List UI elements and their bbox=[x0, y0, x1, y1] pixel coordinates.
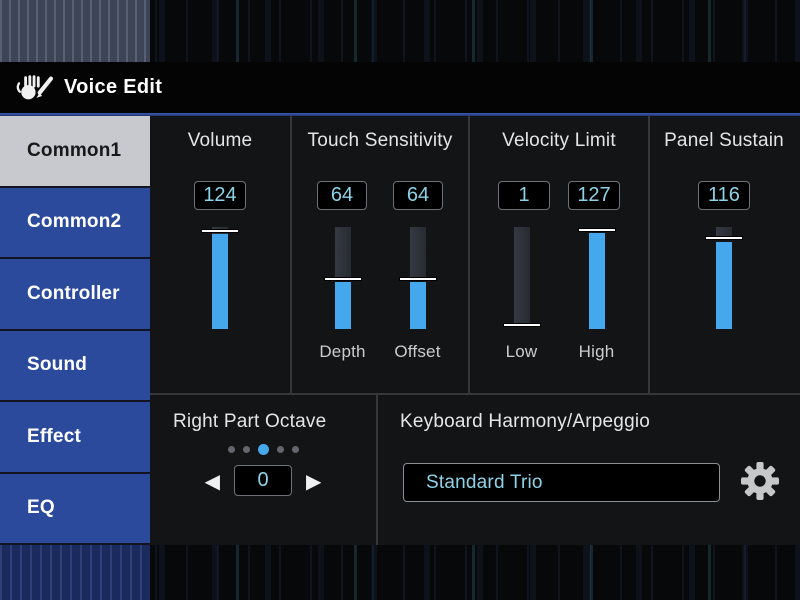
slider-fill bbox=[716, 242, 732, 329]
velocity-low-value-box[interactable]: 1 bbox=[498, 181, 550, 210]
slider-handle bbox=[323, 277, 362, 281]
sidebar-tabs: Common1 Common2 Controller Sound Effect … bbox=[0, 116, 150, 545]
page-dot bbox=[276, 446, 284, 453]
harmony-select[interactable]: Standard Trio bbox=[403, 463, 720, 502]
voice-edit-icon bbox=[14, 72, 56, 104]
header-accent-line bbox=[0, 113, 800, 116]
slider-fill bbox=[409, 282, 426, 329]
harmony-controls: Standard Trio bbox=[403, 462, 800, 503]
panel-sustain-label: Panel Sustain bbox=[664, 130, 784, 151]
octave-increment-button[interactable]: ▶ bbox=[306, 468, 322, 493]
tab-common1[interactable]: Common1 bbox=[0, 116, 150, 188]
background-bottom-left-block bbox=[0, 545, 150, 600]
velocity-limit-label: Velocity Limit bbox=[502, 130, 616, 151]
slider-handle bbox=[705, 236, 743, 240]
harmony-section: Keyboard Harmony/Arpeggio Standard Trio bbox=[378, 395, 800, 545]
tab-controller[interactable]: Controller bbox=[0, 259, 150, 331]
velocity-low-label: Low bbox=[505, 342, 538, 361]
slider-track bbox=[409, 227, 426, 280]
panel-sustain-slider[interactable] bbox=[704, 227, 744, 329]
touch-depth-slider[interactable] bbox=[323, 227, 363, 329]
touch-sensitivity-label: Touch Sensitivity bbox=[307, 130, 453, 151]
panel-sustain-value-box[interactable]: 116 bbox=[698, 181, 750, 210]
page-dot bbox=[227, 446, 235, 453]
page-dot-active bbox=[257, 444, 269, 455]
octave-value-box[interactable]: 0 bbox=[234, 465, 292, 496]
page-dot bbox=[291, 446, 299, 453]
slider-fill bbox=[588, 233, 605, 329]
velocity-high-value-box[interactable]: 127 bbox=[568, 181, 620, 210]
background-top bbox=[0, 0, 800, 62]
octave-section: Right Part Octave ◀ 0 ▶ bbox=[150, 395, 378, 545]
slider-handle bbox=[577, 228, 616, 232]
velocity-limit-section: Velocity Limit 1 127 Low bbox=[470, 116, 650, 393]
tab-effect[interactable]: Effect bbox=[0, 402, 150, 474]
slider-track bbox=[513, 227, 530, 327]
harmony-settings-button[interactable] bbox=[741, 462, 779, 503]
volume-value-box[interactable]: 124 bbox=[194, 181, 246, 210]
volume-slider[interactable] bbox=[200, 227, 240, 329]
octave-decrement-button[interactable]: ◀ bbox=[204, 468, 220, 493]
slider-fill bbox=[334, 282, 351, 329]
slider-handle bbox=[398, 277, 437, 281]
touch-offset-label: Offset bbox=[394, 342, 441, 361]
velocity-high-label: High bbox=[578, 342, 615, 361]
header-bar: Voice Edit Right1 : CFX ConcertGrand Sav… bbox=[0, 62, 800, 174]
page-dot bbox=[242, 446, 250, 453]
page-dots bbox=[150, 444, 376, 455]
harmony-value: Standard Trio bbox=[426, 471, 543, 493]
harmony-label: Keyboard Harmony/Arpeggio bbox=[400, 411, 651, 432]
background-bottom bbox=[0, 545, 800, 600]
page-title: Voice Edit bbox=[64, 76, 163, 98]
bottom-section: Right Part Octave ◀ 0 ▶ Keyboard Harmony… bbox=[150, 395, 800, 545]
touch-offset-value-box[interactable]: 64 bbox=[393, 181, 443, 210]
slider-handle bbox=[201, 229, 239, 233]
touch-sensitivity-section: Touch Sensitivity 64 64 Depth bbox=[292, 116, 470, 393]
volume-label: Volume bbox=[187, 130, 253, 151]
panel-sustain-section: Panel Sustain 116 bbox=[650, 116, 798, 393]
section-divider bbox=[150, 393, 800, 395]
touch-depth-value-box[interactable]: 64 bbox=[317, 181, 367, 210]
slider-fill bbox=[212, 234, 228, 329]
tab-eq[interactable]: EQ bbox=[0, 473, 150, 545]
touch-depth-label: Depth bbox=[319, 342, 366, 361]
velocity-high-slider[interactable] bbox=[577, 227, 617, 329]
octave-label: Right Part Octave bbox=[173, 411, 327, 432]
touch-offset-slider[interactable] bbox=[398, 227, 438, 329]
tab-sound[interactable]: Sound bbox=[0, 330, 150, 402]
slider-handle bbox=[502, 323, 541, 327]
slider-track bbox=[334, 227, 351, 280]
tab-common2[interactable]: Common2 bbox=[0, 187, 150, 259]
main-panel: Volume 124 Touch Sensitivity bbox=[150, 116, 800, 545]
background-top-left-block bbox=[0, 0, 150, 62]
gear-icon bbox=[741, 462, 779, 503]
slider-track bbox=[716, 227, 732, 238]
volume-section: Volume 124 bbox=[150, 116, 292, 393]
velocity-low-slider[interactable] bbox=[502, 227, 542, 329]
params-section: Volume 124 Touch Sensitivity bbox=[150, 116, 800, 393]
octave-controls: ◀ 0 ▶ bbox=[150, 465, 376, 496]
title-group: Voice Edit bbox=[14, 62, 162, 113]
